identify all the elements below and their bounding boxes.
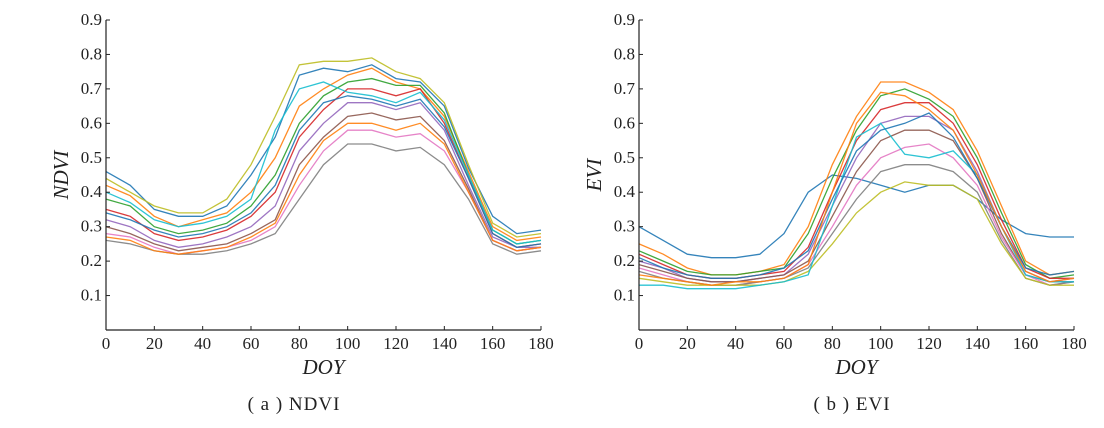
series-line-s10 <box>105 81 542 245</box>
series-line-s11 <box>105 95 542 248</box>
panel-b-evi-chart: 0 20 40 60 80 100 120 140 160 180 0.1 0.2 0.3 0.4 0.5 0… <box>582 10 1087 379</box>
y-tick-label: 0.8 <box>81 44 102 63</box>
y-tick-label: 0.2 <box>81 251 102 270</box>
y-axis-label: NDVI <box>49 150 73 201</box>
x-axis-label: DOY <box>301 355 346 379</box>
x-axis-label: DOY <box>834 355 879 379</box>
series-group <box>638 81 1075 290</box>
x-tick-label: 60 <box>243 334 260 353</box>
series-line-s12 <box>105 122 542 255</box>
y-tick-label: 0.1 <box>614 286 635 305</box>
y-tick-label: 0.9 <box>614 10 635 29</box>
series-line-s6 <box>638 129 1074 283</box>
x-tick-label: 0 <box>102 334 111 353</box>
series-line-s5 <box>105 101 541 248</box>
y-tick-label: 0.3 <box>614 217 635 236</box>
x-tick-label: 80 <box>291 334 308 353</box>
x-tick-label: 120 <box>383 334 409 353</box>
y-axis-label: EVI <box>582 158 606 193</box>
y-tick-label: 0.6 <box>614 113 635 132</box>
y-tick-label: 0.1 <box>81 286 102 305</box>
x-tick-label: 140 <box>965 334 991 353</box>
x-tick-label: 40 <box>727 334 744 353</box>
x-tick-label: 0 <box>635 334 644 353</box>
caption-b: ( b ) EVI <box>813 394 891 415</box>
series-line-s1 <box>105 64 542 235</box>
series-line-s8 <box>105 143 542 255</box>
y-tick-label: 0.5 <box>614 148 635 167</box>
series-line-s8 <box>638 164 1075 286</box>
series-line-s12 <box>638 91 1075 286</box>
series-line-s7 <box>638 143 1075 286</box>
x-tick-label: 180 <box>528 334 554 353</box>
series-line-s9 <box>105 57 542 238</box>
y-tick-label: 0.4 <box>614 182 636 201</box>
y-tick-label: 0.8 <box>614 44 635 63</box>
x-tick-label: 60 <box>776 334 793 353</box>
y-tick-label: 0.9 <box>81 10 102 29</box>
x-tick-label: 80 <box>824 334 841 353</box>
x-tick-label: 160 <box>480 334 506 353</box>
y-tick-label: 0.5 <box>81 148 102 167</box>
x-tick-label: 20 <box>679 334 696 353</box>
series-group <box>105 57 542 255</box>
series-line-s6 <box>105 112 542 252</box>
x-tick-label: 100 <box>335 334 361 353</box>
x-tick-label: 20 <box>146 334 163 353</box>
series-line-s3 <box>638 88 1075 279</box>
caption-a: ( a ) NDVI <box>247 394 341 415</box>
y-tick-label: 0.6 <box>81 113 102 132</box>
x-tick-label: 100 <box>868 334 894 353</box>
series-line-s10 <box>639 122 1074 290</box>
panel-a-ndvi-chart: 0 20 40 60 80 100 120 140 160 180 0.1 0.2 0.3 0.4 0.5 0… <box>49 10 554 379</box>
y-tick-label: 0.3 <box>81 217 102 236</box>
x-tick-label: 180 <box>1061 334 1087 353</box>
y-tick-label: 0.2 <box>614 251 635 270</box>
x-tick-label: 160 <box>1013 334 1039 353</box>
y-tick-label: 0.4 <box>81 182 103 201</box>
x-tick-label: 40 <box>194 334 211 353</box>
x-tick-label: 120 <box>916 334 942 353</box>
y-tick-label: 0.7 <box>614 79 636 98</box>
y-tick-label: 0.7 <box>81 79 103 98</box>
x-tick-label: 140 <box>432 334 458 353</box>
